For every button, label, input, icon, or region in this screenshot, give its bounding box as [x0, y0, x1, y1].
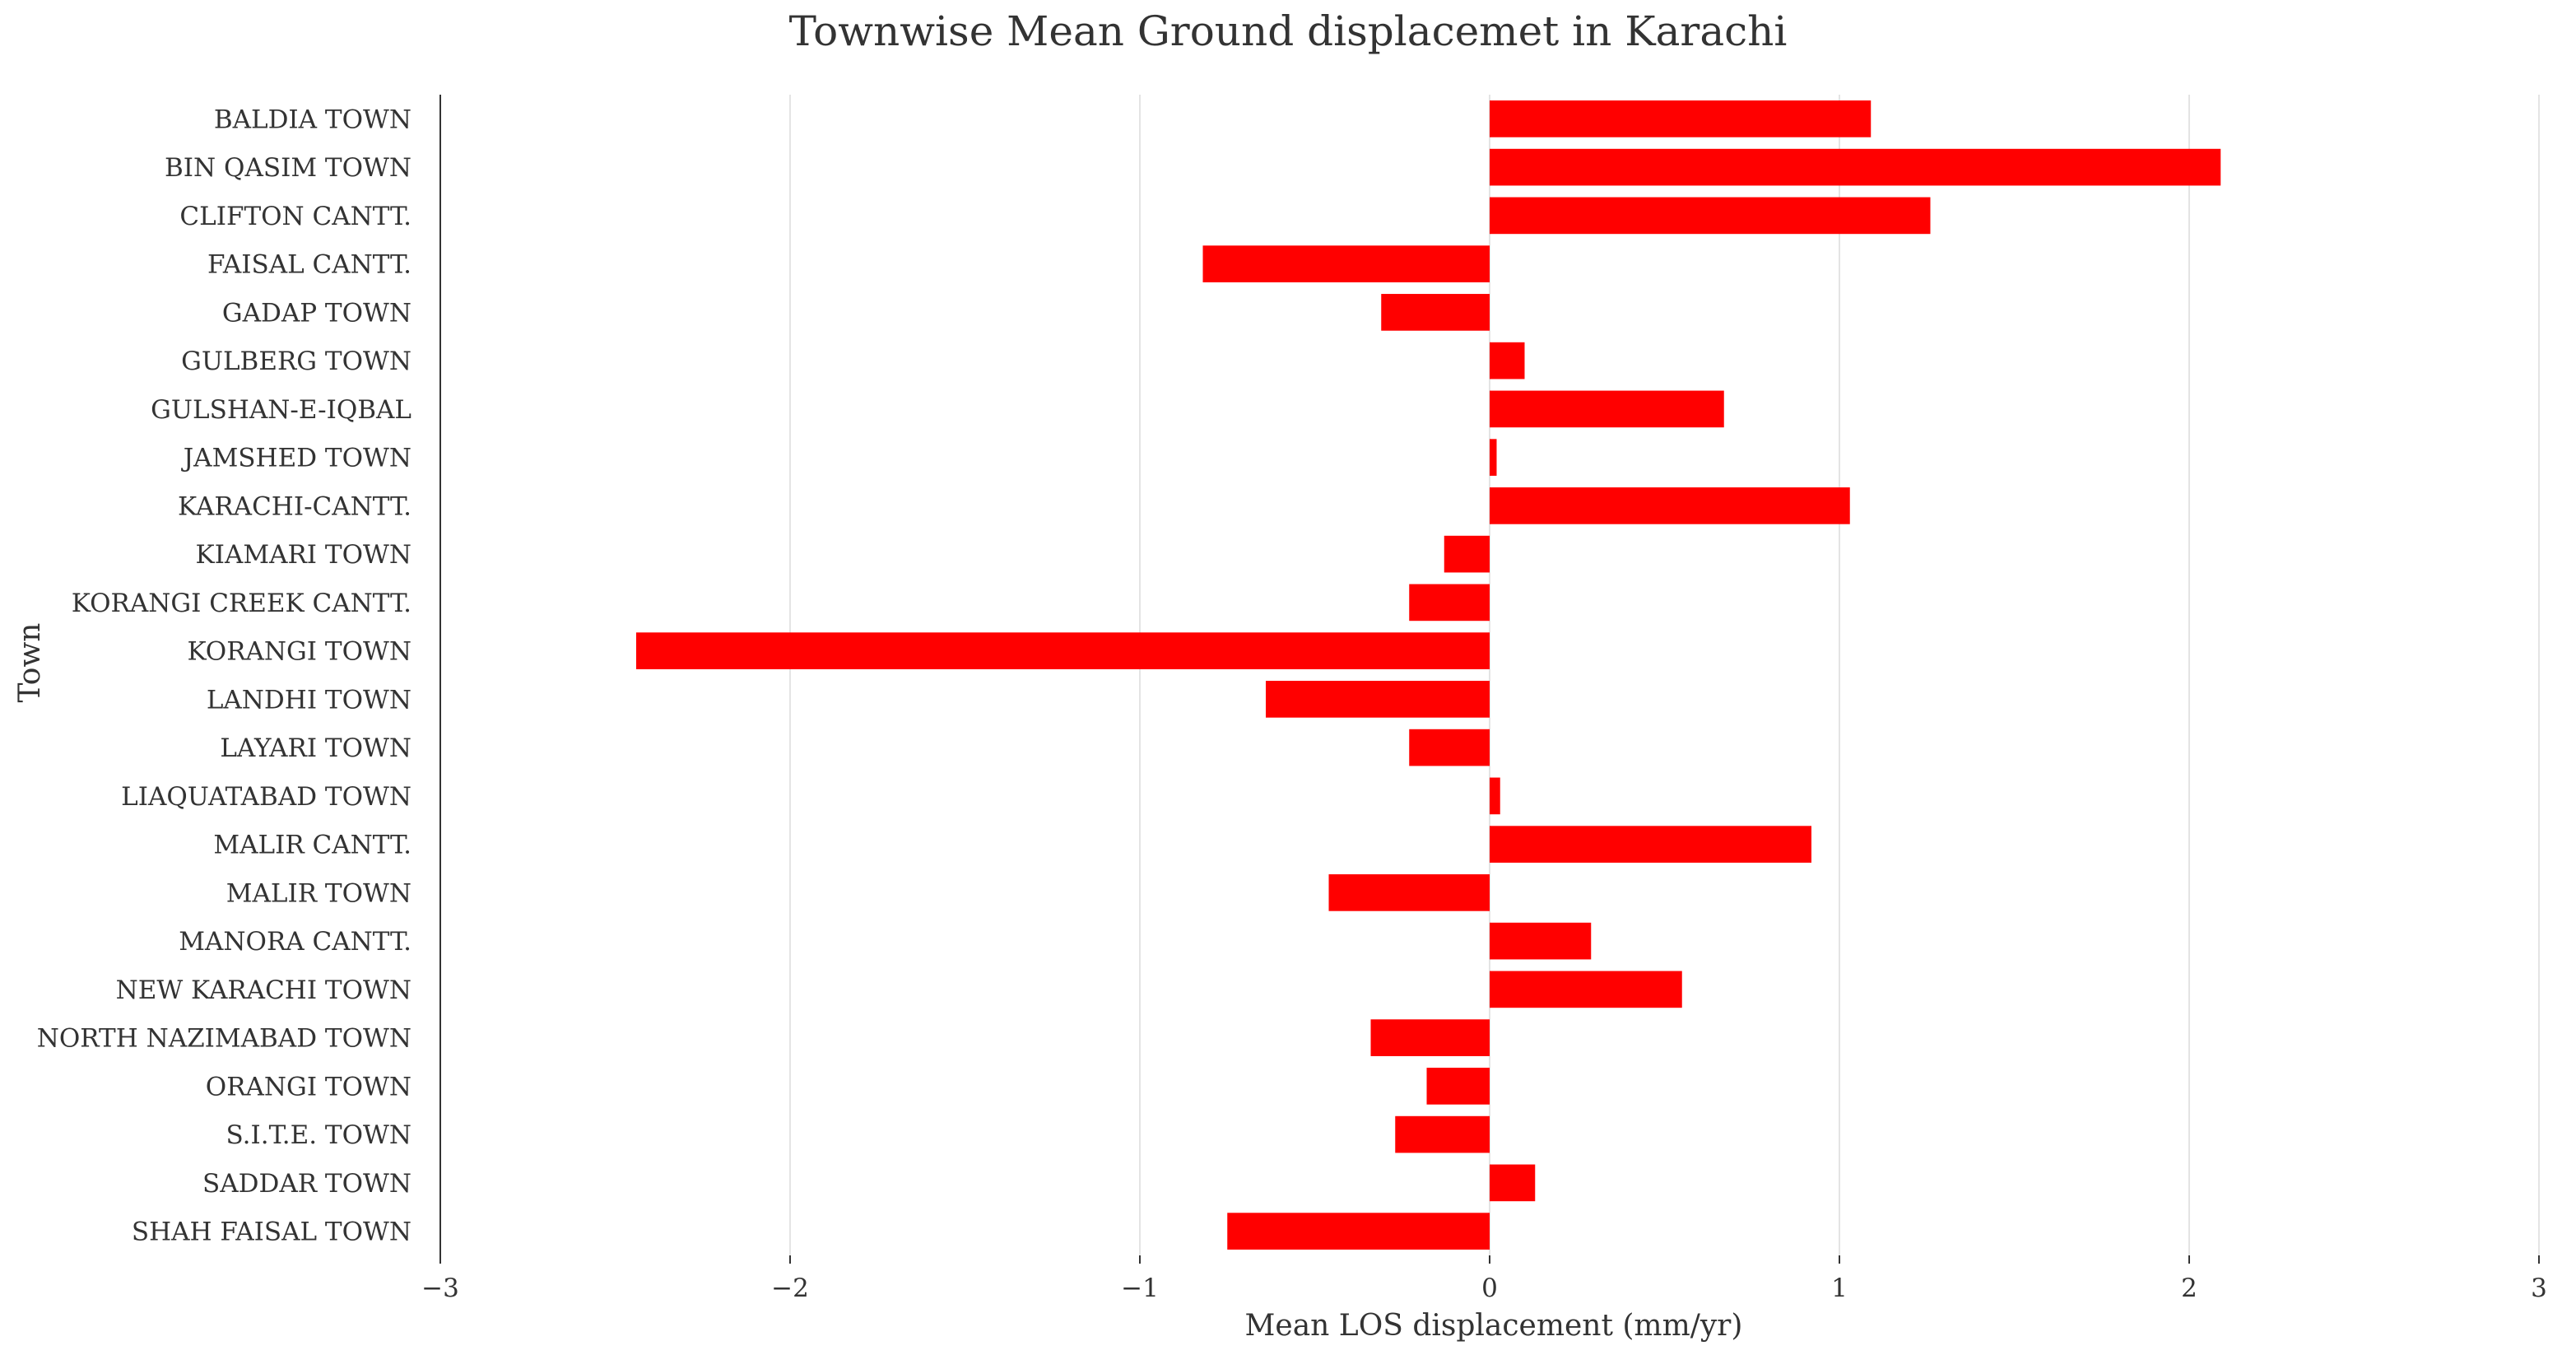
bar-kiamari-town — [1444, 535, 1490, 573]
bar-layari-town — [1409, 729, 1490, 766]
bar-gulberg-town — [1490, 342, 1525, 379]
town-label: GULBERG TOWN — [181, 347, 412, 376]
x-tick-label: 0 — [1481, 1274, 1498, 1303]
bar-north-nazimabad-town — [1370, 1019, 1490, 1056]
town-label: SADDAR TOWN — [202, 1169, 412, 1199]
bar-malir-town — [1328, 874, 1490, 911]
gridlines — [789, 95, 2540, 1255]
town-label: MALIR CANTT. — [213, 831, 412, 860]
bar-gadap-town — [1381, 294, 1490, 331]
town-label: CLIFTON CANTT. — [179, 202, 412, 231]
axes: −3 −2 −1 0 1 2 3 — [421, 95, 2547, 1303]
bars — [636, 100, 2221, 1250]
town-label: KARACHI-CANTT. — [178, 491, 412, 521]
bar-shah-faisal-town — [1227, 1213, 1490, 1250]
town-label: LAYARI TOWN — [220, 733, 412, 763]
bar-saddar-town — [1490, 1164, 1536, 1202]
town-label: BIN QASIM TOWN — [165, 153, 412, 183]
bar-malir-cantt — [1490, 826, 1811, 863]
x-tick-label: 2 — [2181, 1274, 2197, 1303]
x-tick-label: −3 — [421, 1274, 459, 1303]
x-axis-title: Mean LOS displacement (mm/yr) — [1245, 1309, 1743, 1343]
bar-korangi-town — [636, 632, 1490, 669]
bar-baldia-town — [1490, 100, 1872, 137]
town-label: ORANGI TOWN — [206, 1072, 412, 1101]
bar-manora-cantt — [1490, 922, 1592, 960]
x-tick-label: 1 — [1831, 1274, 1848, 1303]
town-label: GULSHAN-E-IQBAL — [151, 395, 412, 425]
town-label: SHAH FAISAL TOWN — [132, 1218, 412, 1247]
bar-faisal-cantt — [1202, 245, 1490, 282]
town-label: MALIR TOWN — [226, 878, 412, 908]
town-label: KORANGI CREEK CANTT. — [72, 589, 412, 618]
town-label: LIAQUATABAD TOWN — [121, 782, 412, 812]
town-label: KORANGI TOWN — [187, 637, 412, 667]
town-label: LANDHI TOWN — [207, 685, 412, 715]
town-label: S.I.T.E. TOWN — [226, 1120, 412, 1150]
x-tick-label: −2 — [771, 1274, 809, 1303]
town-label: JAMSHED TOWN — [181, 444, 412, 473]
town-label: MANORA CANTT. — [179, 927, 412, 957]
town-labels: BALDIA TOWN BIN QASIM TOWN CLIFTON CANTT. F… — [37, 105, 412, 1246]
bar-liaquatabad-town — [1490, 777, 1500, 815]
x-tick-label: −1 — [1121, 1274, 1159, 1303]
town-label: NEW KARACHI TOWN — [116, 976, 412, 1005]
town-label: GADAP TOWN — [222, 298, 412, 328]
bar-korangi-creek-cantt — [1409, 584, 1490, 622]
bar-new-karachi-town — [1490, 971, 1682, 1008]
bar-bin-qasim-town — [1490, 148, 2221, 186]
y-axis-title: Town — [13, 623, 47, 703]
town-label: BALDIA TOWN — [214, 105, 412, 134]
bar-gulshan-e-iqbal — [1490, 390, 1724, 428]
chart-title: Townwise Mean Ground displacemet in Kara… — [789, 7, 1788, 55]
bar-landhi-town — [1266, 681, 1490, 718]
bar-orangi-town — [1426, 1068, 1490, 1105]
bar-jamshed-town — [1490, 439, 1497, 476]
bar-s-i-t-e-town — [1395, 1115, 1490, 1153]
town-label: FAISAL CANTT. — [207, 250, 412, 280]
bar-karachi-cantt — [1490, 487, 1850, 524]
town-label: NORTH NAZIMABAD TOWN — [37, 1024, 412, 1054]
bar-clifton-cantt — [1490, 197, 1931, 235]
x-tick-label: 3 — [2531, 1274, 2547, 1303]
town-label: KIAMARI TOWN — [196, 540, 412, 570]
